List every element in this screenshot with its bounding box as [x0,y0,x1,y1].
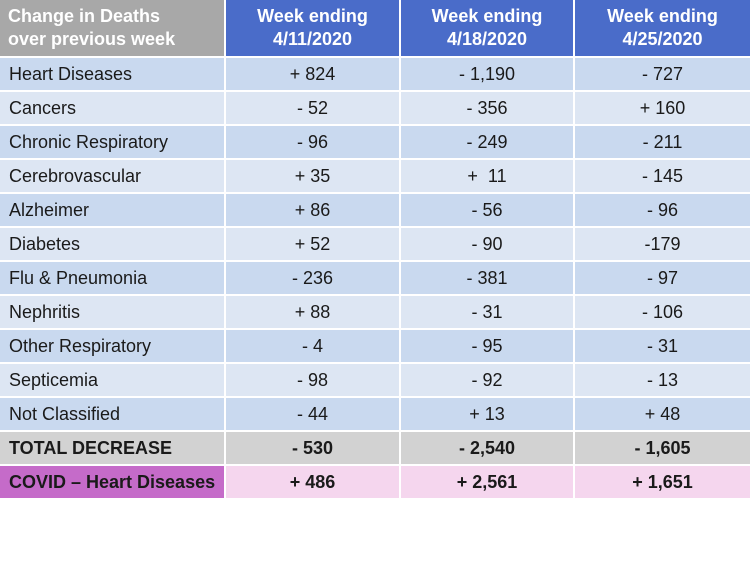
table-row: Nephritis + 88 - 31 - 106 [0,296,750,330]
covid-value: + 486 [226,466,401,500]
row-value: - 44 [226,398,401,432]
header-week-2-line-1: Week ending [431,6,543,26]
covid-value: + 2,561 [401,466,575,500]
row-value: + 48 [575,398,750,432]
row-value: + 86 [226,194,401,228]
covid-value: + 1,651 [575,466,750,500]
row-label: Heart Diseases [0,58,226,92]
row-value: - 381 [401,262,575,296]
row-label: Cerebrovascular [0,160,226,194]
deaths-change-table: Change in Deaths over previous week Week… [0,0,750,500]
total-value: - 2,540 [401,432,575,466]
row-value: - 249 [401,126,575,160]
header-week-3-date: 4/25/2020 [622,29,703,49]
row-value: - 356 [401,92,575,126]
row-value: + 160 [575,92,750,126]
row-value: - 90 [401,228,575,262]
header-week-3: Week ending 4/25/2020 [575,0,750,58]
row-value: -179 [575,228,750,262]
header-week-2-date: 4/18/2020 [446,29,528,49]
table-row: Diabetes + 52 - 90 -179 [0,228,750,262]
covid-label: COVID – Heart Diseases [0,466,226,500]
table-row: Alzheimer + 86 - 56 - 96 [0,194,750,228]
table-row: Chronic Respiratory - 96 - 249 - 211 [0,126,750,160]
header-week-2: Week ending 4/18/2020 [401,0,575,58]
row-value: - 96 [575,194,750,228]
table-row: Septicemia - 98 - 92 - 13 [0,364,750,398]
header-week-1: Week ending 4/11/2020 [226,0,401,58]
row-value: - 106 [575,296,750,330]
row-value: - 145 [575,160,750,194]
row-value: - 92 [401,364,575,398]
header-week-1-date: 4/11/2020 [272,29,353,49]
covid-heart-diseases-row: COVID – Heart Diseases + 486 + 2,561 + 1… [0,466,750,500]
deaths-change-table-container: Change in Deaths over previous week Week… [0,0,750,500]
row-value: - 95 [401,330,575,364]
row-value: - 236 [226,262,401,296]
row-value: - 56 [401,194,575,228]
row-value: - 727 [575,58,750,92]
row-label: Other Respiratory [0,330,226,364]
row-label: Diabetes [0,228,226,262]
row-label: Septicemia [0,364,226,398]
row-label: Not Classified [0,398,226,432]
row-label: Chronic Respiratory [0,126,226,160]
header-week-3-line-1: Week ending [607,6,718,26]
row-label: Flu & Pneumonia [0,262,226,296]
row-value: - 1,190 [401,58,575,92]
table-row: Heart Diseases + 824 - 1,190 - 727 [0,58,750,92]
header-label-line-2: over previous week [8,29,176,49]
total-value: - 530 [226,432,401,466]
table-row: Other Respiratory - 4 - 95 - 31 [0,330,750,364]
row-value: + 11 [401,160,575,194]
header-week-1-line-1: Week ending [257,6,368,26]
row-value: - 211 [575,126,750,160]
row-value: - 4 [226,330,401,364]
row-label: Nephritis [0,296,226,330]
row-value: - 97 [575,262,750,296]
row-value: + 824 [226,58,401,92]
table-row: Cancers - 52 - 356 + 160 [0,92,750,126]
table-row: Not Classified - 44 + 13 + 48 [0,398,750,432]
row-value: - 13 [575,364,750,398]
header-label-line-1: Change in Deaths [8,6,161,26]
header-row: Change in Deaths over previous week Week… [0,0,750,58]
row-value: - 96 [226,126,401,160]
total-decrease-row: TOTAL DECREASE - 530 - 2,540 - 1,605 [0,432,750,466]
total-label: TOTAL DECREASE [0,432,226,466]
row-value: - 31 [401,296,575,330]
row-value: + 13 [401,398,575,432]
table-row: Cerebrovascular + 35 + 11 - 145 [0,160,750,194]
row-value: - 31 [575,330,750,364]
table-row: Flu & Pneumonia - 236 - 381 - 97 [0,262,750,296]
row-value: + 88 [226,296,401,330]
row-value: - 98 [226,364,401,398]
total-value: - 1,605 [575,432,750,466]
row-value: - 52 [226,92,401,126]
row-value: + 35 [226,160,401,194]
row-label: Alzheimer [0,194,226,228]
row-value: + 52 [226,228,401,262]
header-label-cell: Change in Deaths over previous week [0,0,226,58]
row-label: Cancers [0,92,226,126]
